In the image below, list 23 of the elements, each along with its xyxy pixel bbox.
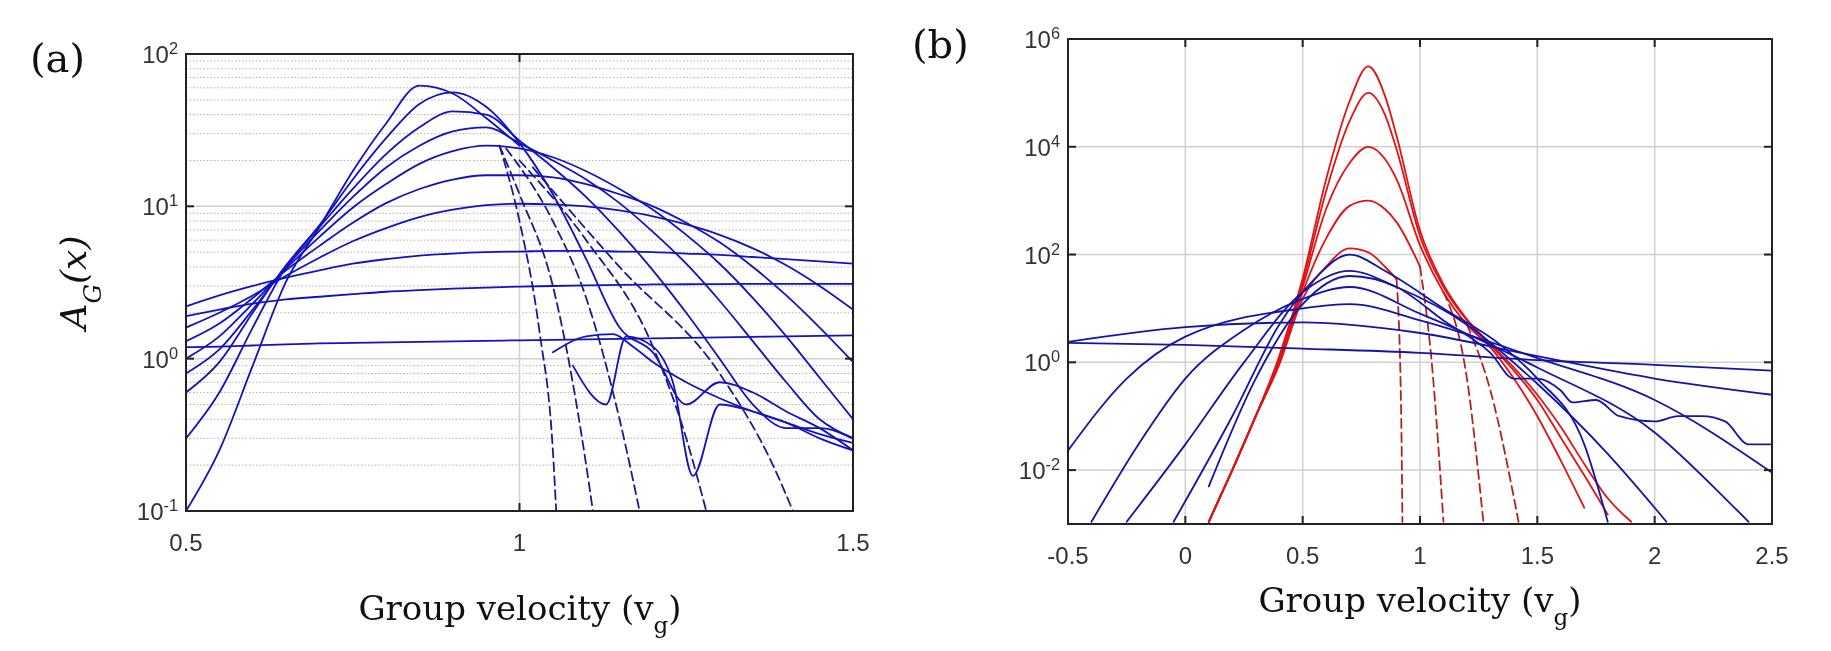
y-tick-label: 10$^{2}$ (142, 39, 178, 68)
x-tick-label: 0.5 (1285, 542, 1320, 569)
x-tick-label: 0.5 (169, 529, 203, 556)
chart-title: (b) (912, 21, 969, 67)
x-tick-label: 2 (1647, 542, 1662, 569)
x-tick-label: 2.5 (1755, 542, 1789, 569)
y-tick-label: 10$^{6}$ (1024, 24, 1060, 53)
chart-title: (a) (30, 35, 86, 81)
x-tick-label: 1 (512, 529, 527, 556)
x-tick-label: -0.5 (1047, 542, 1089, 569)
y-tick-label: 10$^{2}$ (1024, 239, 1060, 269)
x-axis-title: Group velocity (v$_{g}$) (1258, 580, 1582, 630)
y-tick-label: 10$^{4}$ (1024, 131, 1060, 161)
y-tick-label: 10$^{-1}$ (136, 496, 178, 525)
x-axis-title: Group velocity (v$_{g}$) (358, 588, 682, 638)
y-tick-label: 10$^{0}$ (142, 343, 178, 373)
x-tick-label: 1.5 (1520, 542, 1555, 569)
y-tick-label: 10$^{0}$ (1024, 347, 1060, 377)
x-tick-label: 1.5 (836, 529, 870, 556)
y-tick-label: 10$^{1}$ (142, 191, 178, 221)
y-tick-label: 10$^{-2}$ (1018, 455, 1060, 485)
x-tick-label: 0 (1178, 542, 1193, 569)
x-tick-label: 1 (1413, 542, 1427, 569)
